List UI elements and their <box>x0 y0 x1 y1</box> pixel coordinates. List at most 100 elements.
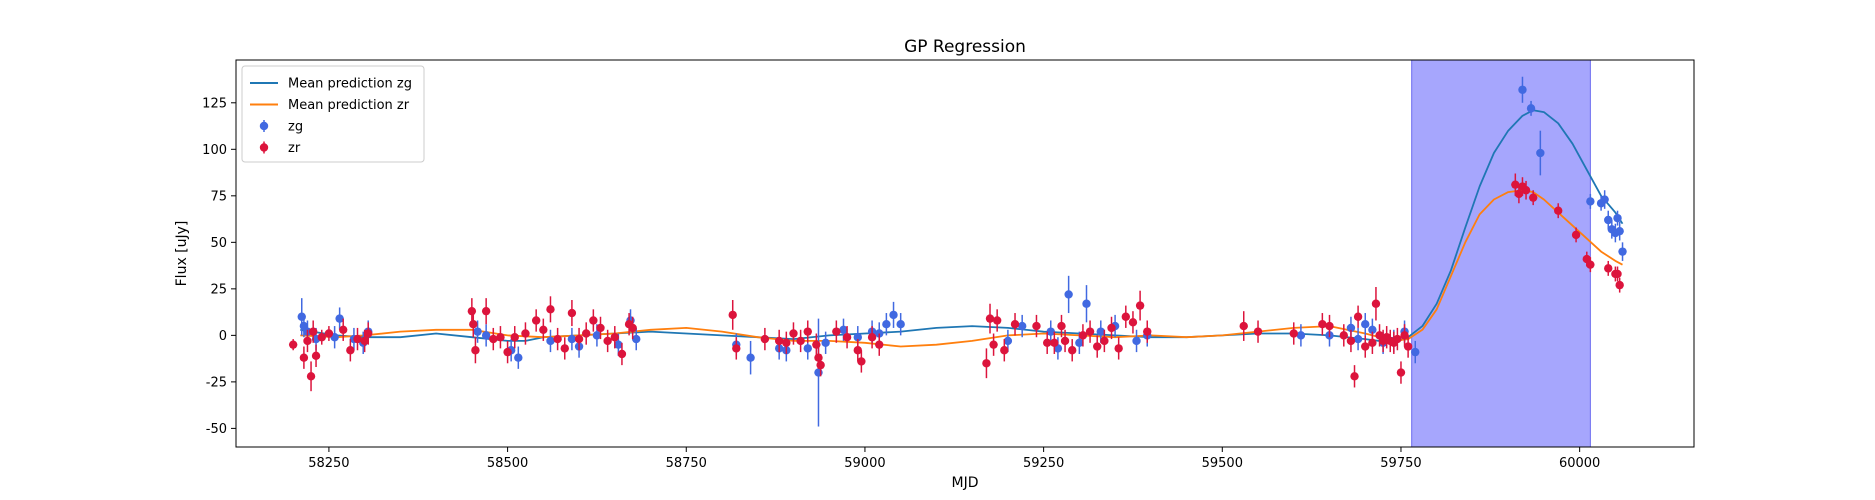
data-point <box>546 305 555 314</box>
data-point <box>814 368 823 377</box>
data-point <box>335 314 344 323</box>
data-point <box>1511 180 1520 189</box>
data-point <box>1253 327 1263 336</box>
plot-frame <box>235 59 1695 448</box>
data-point <box>1121 312 1131 321</box>
data-point <box>311 351 321 361</box>
y-axis: -50 -25 0 25 50 75 100 125 <box>202 96 236 437</box>
data-point <box>299 353 309 362</box>
x-tick-label: 59750 <box>1380 456 1421 471</box>
data-point <box>467 306 477 316</box>
data-point <box>1289 329 1298 338</box>
data-point <box>989 340 998 349</box>
data-point <box>816 360 825 370</box>
data-point <box>1526 104 1536 113</box>
data-point <box>1093 342 1102 351</box>
data-point <box>567 334 577 344</box>
y-tick-label: 25 <box>210 282 227 297</box>
chart-title: GP Regression <box>904 37 1026 57</box>
data-point <box>628 323 637 333</box>
data-point <box>732 344 741 353</box>
data-point <box>1082 299 1091 308</box>
data-point <box>803 344 812 353</box>
data-point <box>539 325 548 334</box>
data-point <box>1361 320 1370 329</box>
data-point <box>774 336 784 346</box>
data-point <box>889 310 898 320</box>
data-point <box>1618 247 1627 256</box>
x-axis: 58250 58500 58750 59000 59250 59500 59750 60000 <box>308 447 1600 471</box>
highlight-span-layer <box>1411 60 1591 447</box>
data-point <box>614 340 623 349</box>
data-point <box>1339 331 1348 340</box>
series-layer <box>288 76 1627 427</box>
x-tick-label: 59000 <box>844 456 885 471</box>
legend-marker-swatch <box>259 121 269 131</box>
data-point <box>1325 321 1334 331</box>
data-point <box>1078 331 1088 340</box>
y-tick-label: 75 <box>210 189 227 204</box>
data-point <box>510 333 519 342</box>
data-point <box>1586 260 1595 269</box>
data-point <box>1528 193 1538 202</box>
data-point <box>503 347 512 357</box>
data-point <box>592 331 602 340</box>
data-point <box>857 357 866 366</box>
data-point <box>297 312 306 321</box>
data-point <box>842 333 852 342</box>
x-tick-label: 58250 <box>308 456 349 471</box>
data-point <box>1368 325 1377 334</box>
series-zr <box>288 173 1624 392</box>
data-point <box>288 340 298 349</box>
data-point <box>531 316 541 325</box>
data-point <box>796 336 805 346</box>
data-point <box>1396 368 1406 377</box>
y-tick-label: 100 <box>202 143 227 158</box>
data-point <box>1135 301 1145 310</box>
data-point <box>1536 148 1545 158</box>
highlight-span <box>1411 60 1591 447</box>
x-tick-label: 60000 <box>1559 456 1600 471</box>
data-point <box>1100 336 1109 346</box>
data-point <box>610 333 619 342</box>
data-point <box>782 338 791 348</box>
data-point <box>1114 344 1123 353</box>
data-point <box>469 320 478 329</box>
data-point <box>481 331 491 340</box>
legend: Mean prediction zg Mean prediction zr zg zr <box>241 65 425 163</box>
legend-marker-swatch <box>259 143 269 152</box>
data-point <box>1017 321 1027 331</box>
legend-entry: Mean prediction zg <box>250 77 412 92</box>
data-point <box>1296 331 1306 340</box>
y-tick-label: 50 <box>210 236 227 251</box>
y-axis-label: Flux [uJy] <box>174 221 190 287</box>
data-point <box>1353 312 1363 321</box>
y-tick-label: 0 <box>219 329 227 344</box>
data-point <box>839 325 848 334</box>
data-point <box>567 308 577 318</box>
data-point <box>481 306 491 316</box>
data-point <box>1403 342 1413 351</box>
data-point <box>1371 299 1381 308</box>
data-point <box>339 325 348 334</box>
data-point <box>832 327 841 336</box>
data-point <box>471 346 480 355</box>
legend-label: Mean prediction zg <box>288 77 412 92</box>
data-point <box>982 359 991 368</box>
legend-entry: Mean prediction zr <box>250 98 410 113</box>
data-point <box>1521 186 1531 195</box>
legend-entry: zg <box>259 120 303 135</box>
data-point <box>1057 321 1066 331</box>
data-point <box>306 372 316 381</box>
data-point <box>1003 336 1013 346</box>
x-axis-label: MJD <box>952 475 979 491</box>
legend-label: zg <box>288 120 303 135</box>
data-point <box>1600 195 1609 204</box>
data-point <box>1613 269 1622 279</box>
legend-label: Mean prediction zr <box>288 98 410 113</box>
data-point <box>1085 327 1095 336</box>
data-point <box>1411 347 1420 357</box>
x-tick-label: 59500 <box>1202 456 1243 471</box>
y-tick-label: 125 <box>202 96 227 111</box>
